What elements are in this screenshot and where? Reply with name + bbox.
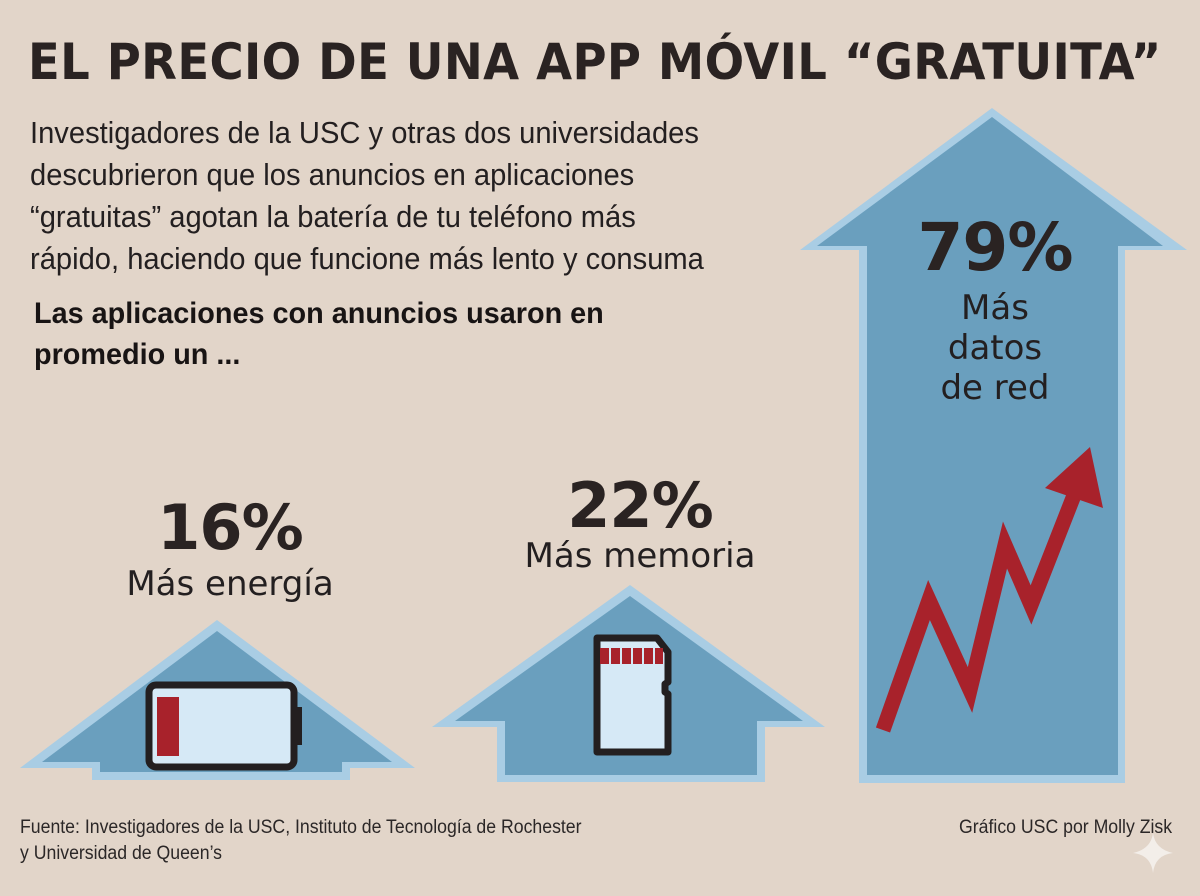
graphic-credit: Gráfico USC por Molly Zisk — [958, 817, 1172, 838]
stat-energy-value: 16% — [157, 491, 303, 564]
stat-network-value: 79% — [917, 209, 1074, 286]
source-line: Fuente: Investigadores de la USC, Instit… — [20, 817, 582, 838]
stat-memory-value: 22% — [567, 469, 713, 542]
subhead-line: Las aplicaciones con anuncios usaron en — [34, 297, 604, 330]
trend-up-arrow-icon — [875, 447, 1103, 733]
stat-network-label-line: datos — [947, 328, 1043, 368]
subhead-line: promedio un ... — [34, 338, 241, 371]
stat-energy-label: Más energía — [126, 564, 334, 604]
stat-network-label: Más datos de red — [880, 288, 1110, 408]
intro-line: descubrieron que los anuncios en aplicac… — [30, 157, 635, 192]
stat-network-label-line: Más — [961, 288, 1029, 328]
subhead: Las aplicaciones con anuncios usaron en … — [34, 293, 725, 375]
arrow-network-data — [800, 108, 1187, 783]
sparkle-icon — [1133, 833, 1173, 873]
sd-card-icon — [593, 634, 672, 756]
stat-network-label-line: de red — [940, 368, 1050, 408]
intro-line: rápido, haciendo que funcione más lento … — [30, 241, 704, 276]
intro-paragraph: Investigadores de la USC y otras dos uni… — [30, 112, 782, 280]
battery-low-icon — [145, 681, 302, 771]
stat-memory-label: Más memoria — [524, 536, 756, 576]
source-note: Fuente: Investigadores de la USC, Instit… — [20, 815, 727, 867]
intro-line: Investigadores de la USC y otras dos uni… — [30, 115, 699, 150]
intro-line: “gratuitas” agotan la batería de tu telé… — [30, 199, 636, 234]
source-line: y Universidad de Queen’s — [20, 843, 223, 864]
page-title: EL PRECIO DE UNA APP MÓVIL “GRATUITA” — [28, 33, 1162, 91]
